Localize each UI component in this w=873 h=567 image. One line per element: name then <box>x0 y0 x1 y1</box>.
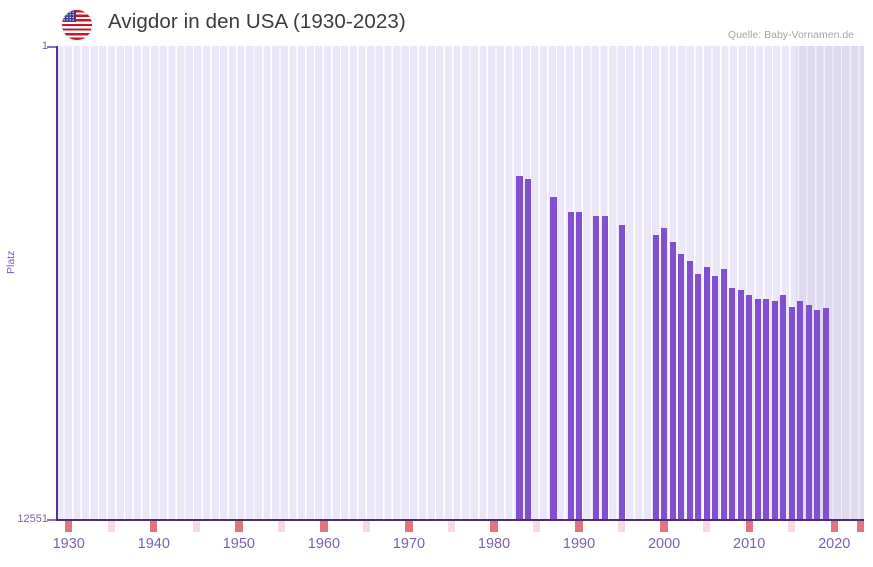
x-axis-tick-minor <box>617 521 626 532</box>
x-axis-tick-minor <box>362 521 371 532</box>
bar <box>788 306 795 520</box>
y-axis-tick <box>47 519 56 521</box>
bar <box>686 261 693 520</box>
x-axis-tick-major <box>490 521 498 532</box>
bar <box>618 225 625 520</box>
x-axis-tick-major <box>150 521 158 532</box>
x-axis-tick-minor <box>447 521 456 532</box>
bar <box>567 212 574 520</box>
x-axis-label: 1960 <box>307 536 341 552</box>
bar <box>652 234 659 520</box>
x-axis-tick-minor <box>192 521 200 532</box>
x-axis-label: 2020 <box>818 536 851 552</box>
x-axis-tick-major <box>575 521 583 532</box>
bar <box>771 300 778 520</box>
bar <box>720 268 727 520</box>
chart-header: Avigdor in den USA (1930-2023) Quelle: B… <box>0 0 873 46</box>
bar <box>669 242 676 520</box>
y-axis-title: Platz <box>5 250 17 274</box>
x-axis-tick-major <box>235 521 243 532</box>
bar <box>814 310 821 520</box>
bar <box>524 179 532 520</box>
bar <box>780 295 787 520</box>
x-axis-tick-minor <box>107 521 115 532</box>
x-axis-tick-edge <box>856 521 864 532</box>
bar <box>516 176 523 520</box>
x-axis-tick-minor <box>788 521 796 532</box>
x-axis-tick-minor <box>703 521 711 532</box>
x-axis-label: 1950 <box>222 536 255 552</box>
bar <box>550 197 557 520</box>
bar <box>601 215 608 520</box>
x-axis-tick-major <box>65 521 73 532</box>
flag-canton <box>62 10 76 22</box>
y-axis-label-top: 1 <box>41 40 48 52</box>
x-axis-label: 1970 <box>392 536 426 552</box>
bar <box>695 274 702 520</box>
x-axis-label: 1990 <box>562 536 596 552</box>
page-title: Avigdor in den USA (1930-2023) <box>108 10 406 33</box>
plot-area <box>56 46 864 520</box>
bar <box>822 308 829 520</box>
y-axis-label-bottom: 12551 <box>17 513 48 525</box>
us-flag-icon <box>62 10 92 40</box>
bar <box>712 276 719 520</box>
bar <box>576 212 583 520</box>
x-axis-label: 1980 <box>477 536 511 552</box>
x-axis-tick-minor <box>532 521 541 532</box>
x-axis-ticks <box>56 521 864 532</box>
bar <box>797 300 804 520</box>
x-axis-line <box>56 519 864 521</box>
source-attribution: Quelle: Baby-Vornamen.de <box>727 29 854 41</box>
x-axis-label: 1930 <box>52 536 85 552</box>
y-axis-ticks <box>47 0 56 567</box>
x-axis-tick-major <box>320 521 328 532</box>
x-axis-labels: 1930 1940 1950 1960 1970 1980 1990 2000 2010 2020 <box>52 536 864 562</box>
x-axis-tick-major <box>830 521 838 532</box>
bar <box>593 215 600 520</box>
bar <box>729 287 736 520</box>
bar <box>678 253 685 520</box>
x-axis-label: 1940 <box>137 536 170 552</box>
y-axis-tick <box>47 46 56 48</box>
x-axis-tick-major <box>405 521 413 532</box>
x-axis-tick-minor <box>277 521 286 532</box>
bar-series <box>56 46 864 520</box>
x-axis-label: 2010 <box>733 536 766 552</box>
x-axis-label: 2000 <box>647 536 681 552</box>
bar <box>746 295 753 520</box>
bar <box>703 266 710 520</box>
bar <box>754 299 761 520</box>
y-axis-line <box>56 46 58 521</box>
bar <box>805 304 812 520</box>
bar <box>763 299 770 520</box>
x-axis-tick-major <box>660 521 668 532</box>
bar <box>661 228 668 520</box>
x-axis-tick-major <box>745 521 753 532</box>
bar <box>737 289 744 520</box>
